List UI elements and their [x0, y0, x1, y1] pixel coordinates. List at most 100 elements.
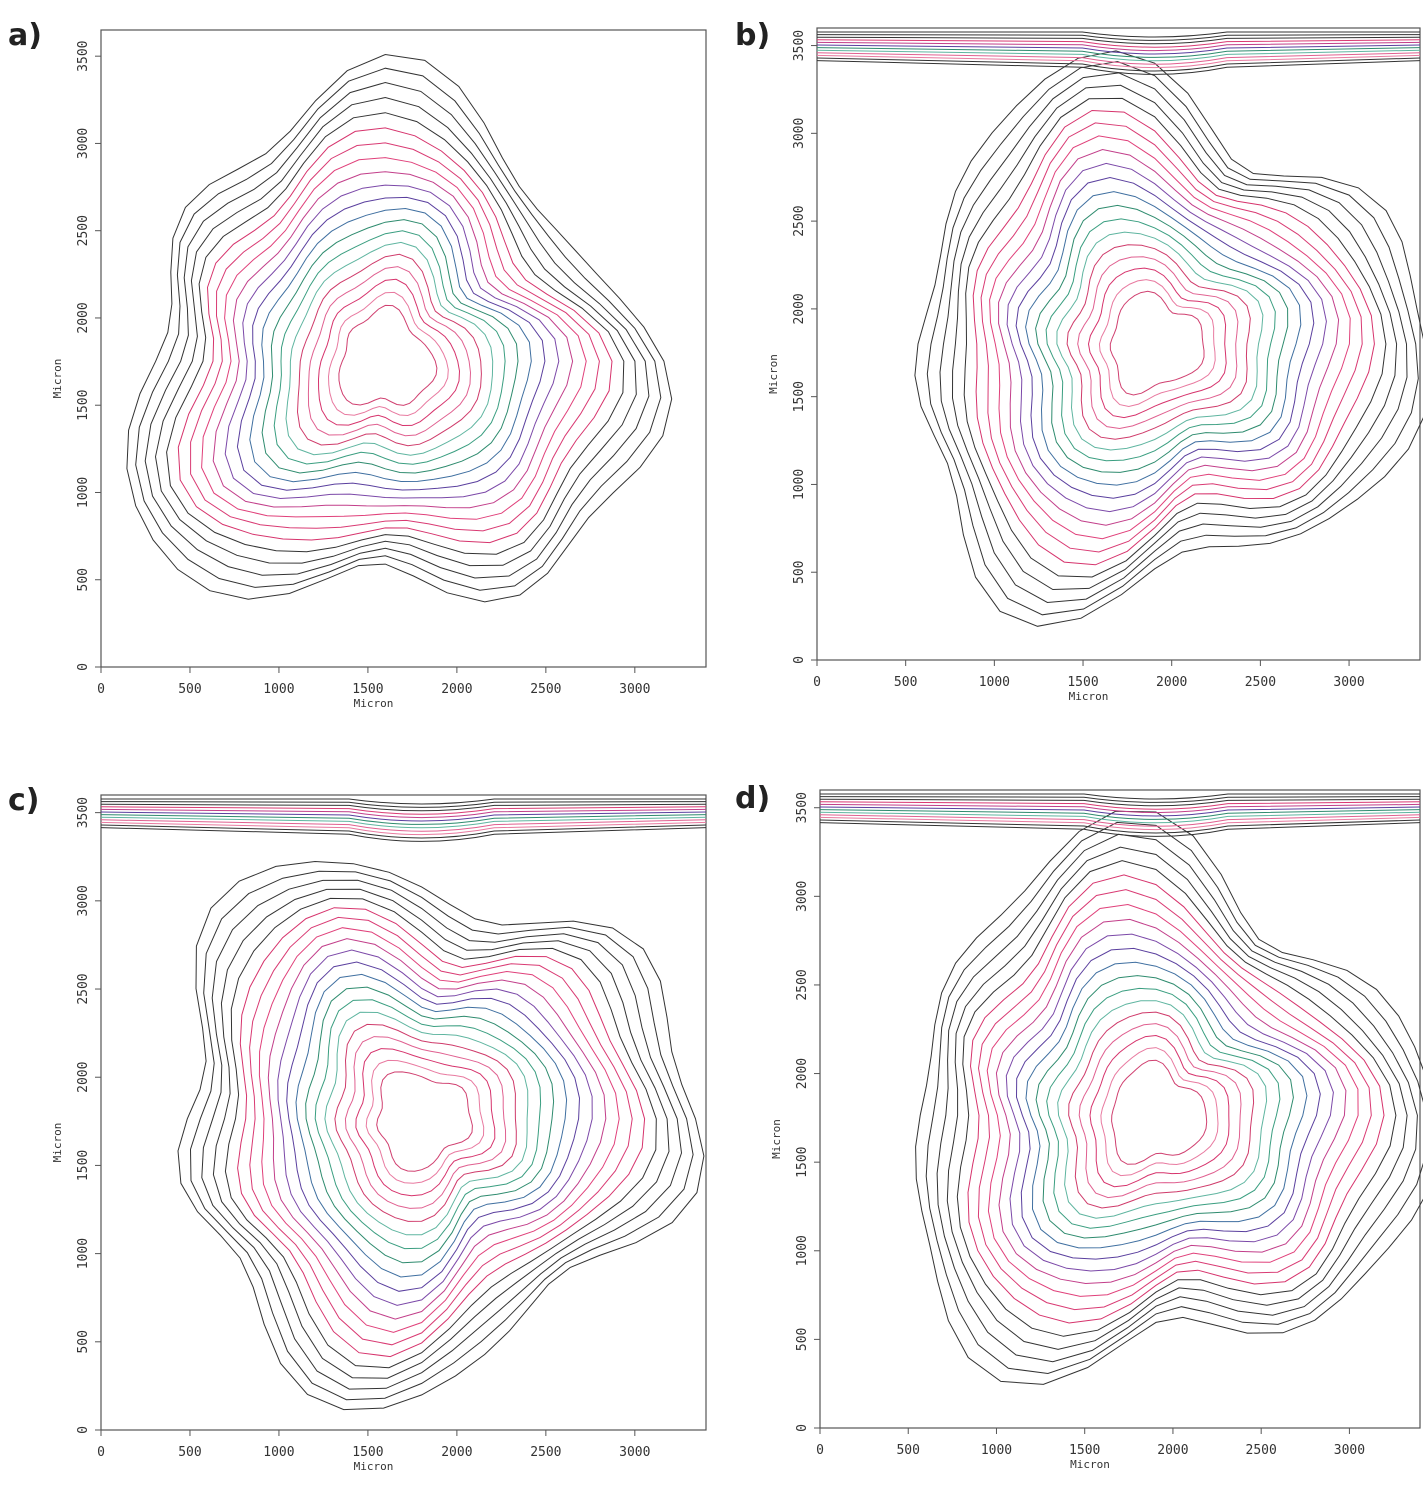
y-tick-label: 1000	[792, 469, 807, 500]
contour-line	[261, 219, 519, 474]
panel-label: b)	[735, 18, 770, 53]
x-tick-label: 2000	[441, 682, 472, 697]
panel-chart: c) 0 500 1000 1500 2000 2500 3000 0 500 1000 1500 20…	[8, 783, 707, 1473]
contour-line	[376, 1071, 473, 1172]
contour-line	[1035, 975, 1294, 1239]
x-tick-label: 3000	[1334, 1443, 1365, 1458]
contour-band	[100, 814, 707, 825]
contour-line	[355, 1048, 496, 1197]
y-tick-label: 3000	[76, 885, 91, 916]
x-tick-label: 1500	[352, 1445, 383, 1460]
contour-band	[100, 821, 707, 836]
x-tick-label: 2000	[1157, 1443, 1188, 1458]
contour-line	[1109, 290, 1205, 396]
contour-line	[972, 109, 1375, 566]
plot-frame	[819, 789, 1421, 1429]
panel-label: c)	[8, 783, 40, 818]
x-tick-label: 500	[894, 675, 917, 690]
contour-line	[338, 304, 438, 406]
panel-chart: d) 0 500 1000 1500 2000 2500 3000 0 500 1000 1500 20…	[735, 781, 1423, 1471]
contour-line	[296, 253, 482, 447]
x-tick-label: 3000	[619, 682, 650, 697]
panel-chart: a) 0 500 1000 1500 2000 2500 3000 0 500 1000 1500 20…	[8, 18, 707, 710]
contour-line	[925, 821, 1423, 1375]
contour-band	[100, 824, 707, 839]
y-tick-label: 1500	[795, 1147, 810, 1178]
plot-frame	[100, 794, 707, 1431]
contour-band	[100, 801, 707, 808]
contour-line	[1057, 1000, 1268, 1219]
contour-band	[100, 808, 707, 819]
y-tick-label: 2000	[792, 293, 807, 324]
contour-line	[1025, 191, 1302, 486]
contour-line	[977, 889, 1372, 1311]
y-tick-label: 3500	[76, 797, 91, 828]
contour-line	[980, 122, 1363, 553]
contour-line	[956, 860, 1397, 1337]
contour-band	[819, 819, 1421, 834]
contour-line	[307, 266, 472, 437]
contour-line	[914, 50, 1423, 627]
contour-band	[820, 793, 1420, 800]
y-axis-label: Micron	[51, 359, 64, 399]
x-tick-label: 1500	[1069, 1443, 1100, 1458]
x-tick-label: 1000	[263, 682, 294, 697]
contour-line	[236, 196, 546, 491]
contour-line	[1015, 947, 1321, 1260]
contour-line	[1098, 279, 1216, 408]
contour-line	[1045, 218, 1276, 462]
contour-line	[1005, 933, 1334, 1272]
contour-line	[212, 171, 574, 509]
x-tick-label: 0	[816, 1443, 824, 1458]
contour-line	[1035, 204, 1289, 473]
contour-line	[135, 67, 662, 591]
contour-band	[816, 54, 1421, 69]
contour-band	[100, 819, 707, 832]
panel-label: d)	[735, 781, 770, 816]
contour-band	[819, 798, 1421, 807]
y-tick-label: 3500	[76, 41, 91, 72]
contour-line	[305, 986, 555, 1264]
y-tick-label: 0	[792, 656, 807, 664]
x-tick-label: 0	[97, 1445, 105, 1460]
contour-line	[1046, 987, 1281, 1229]
contour-line	[1077, 256, 1239, 430]
plot-frame	[816, 27, 1421, 661]
contour-line	[986, 903, 1359, 1297]
contour-band	[819, 796, 1421, 803]
contour-band	[816, 60, 1421, 75]
contour-line	[939, 72, 1408, 604]
contour-line	[926, 60, 1419, 616]
contour-line	[951, 84, 1398, 591]
contour-line	[317, 278, 461, 427]
y-tick-label: 500	[76, 1330, 91, 1353]
contour-band	[819, 803, 1421, 814]
contour-band	[816, 49, 1421, 62]
y-tick-label: 0	[76, 1426, 91, 1434]
contour-line	[237, 907, 646, 1358]
y-tick-label: 1000	[795, 1235, 810, 1266]
contour-band	[816, 36, 1421, 45]
contour-line	[212, 888, 670, 1379]
contour-band	[816, 39, 1421, 48]
contour-band	[100, 811, 707, 822]
contour-line	[1066, 244, 1251, 440]
x-tick-label: 1000	[979, 675, 1010, 690]
contour-band	[100, 827, 707, 842]
x-tick-label: 500	[178, 1445, 201, 1460]
contour-line	[936, 833, 1418, 1363]
contour-line	[189, 870, 694, 1401]
contour-line	[273, 230, 506, 465]
contour-band	[819, 809, 1421, 820]
y-tick-label: 2000	[795, 1058, 810, 1089]
contour-line	[324, 1011, 529, 1236]
contour-line	[258, 927, 620, 1333]
x-axis-label: Micron	[1069, 690, 1109, 703]
contour-line	[201, 157, 587, 520]
x-tick-label: 3000	[1333, 675, 1364, 690]
contour-line	[1015, 176, 1315, 499]
contour-line	[344, 1036, 507, 1209]
contour-line	[1025, 961, 1308, 1249]
x-tick-label: 500	[896, 1443, 919, 1458]
